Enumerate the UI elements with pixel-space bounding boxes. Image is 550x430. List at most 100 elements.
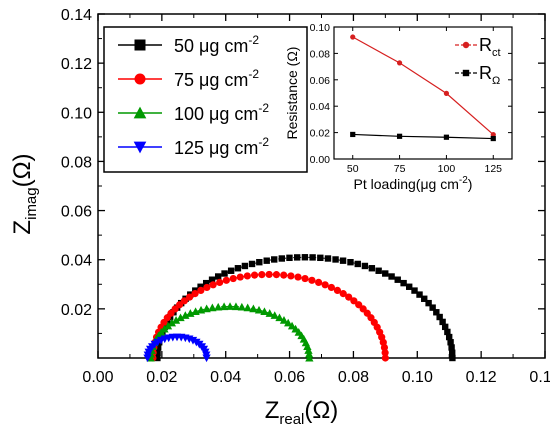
data-point [332, 256, 339, 263]
data-point [265, 270, 273, 279]
inset-legend-entry: RΩ [479, 63, 500, 87]
y-tick-label: 0.02 [61, 302, 92, 319]
legend-entry: 75 μg cm-2 [174, 67, 259, 90]
data-point [421, 295, 428, 302]
x-tick-label: 0.08 [338, 369, 369, 386]
data-point [234, 265, 242, 272]
data-point [219, 302, 229, 311]
inset-data-point [490, 135, 496, 142]
data-point [315, 278, 323, 287]
data-point [197, 283, 204, 290]
data-point [339, 257, 347, 264]
data-point [243, 272, 251, 280]
inset-x-tick-label: 100 [438, 163, 456, 175]
data-point [301, 274, 309, 283]
data-point [241, 262, 249, 270]
data-point [382, 270, 389, 277]
data-point [368, 265, 376, 272]
inset-y-tick-label: 0.02 [310, 128, 331, 140]
data-point [447, 339, 454, 346]
data-point [441, 323, 449, 331]
data-point [221, 270, 228, 277]
x-tick-label: 0.00 [82, 369, 113, 386]
data-point [347, 258, 354, 266]
data-point [191, 290, 199, 298]
legend-marker [133, 141, 147, 154]
data-point [270, 311, 279, 319]
data-point [416, 291, 423, 298]
data-point [433, 309, 440, 316]
data-point [304, 346, 313, 354]
data-point [243, 303, 252, 312]
inset-data-point [443, 134, 450, 140]
data-point [425, 299, 432, 307]
inset-data-point [396, 60, 403, 66]
data-point [154, 344, 162, 351]
x-tick-label: 0.14 [529, 369, 550, 386]
data-point [250, 271, 259, 279]
data-point [275, 313, 284, 322]
data-point [449, 354, 456, 362]
x-tick-label: 0.12 [466, 369, 497, 386]
inset-y-tick-label: 0.00 [310, 154, 331, 166]
data-point [381, 349, 389, 357]
inset-series-line [352, 36, 494, 136]
data-point [339, 290, 347, 298]
data-point [324, 255, 332, 262]
data-point [327, 283, 336, 292]
data-point [256, 258, 263, 266]
data-point [287, 272, 295, 280]
legend-entry: 100 μg cm-2 [174, 101, 269, 124]
data-point [287, 321, 297, 330]
data-point [293, 254, 301, 261]
x-tick-label: 0.04 [210, 369, 241, 386]
data-point [406, 283, 413, 290]
data-point [317, 254, 324, 262]
data-point [260, 307, 269, 316]
x-axis-label: Zreal(Ω) [265, 397, 339, 428]
y-tick-label: 0.06 [61, 204, 92, 221]
data-point [448, 344, 455, 351]
data-point [237, 302, 246, 311]
inset-y-tick-label: 0.08 [310, 48, 331, 60]
data-point [445, 333, 453, 341]
data-point [361, 262, 369, 270]
data-point [354, 260, 361, 268]
data-point [197, 286, 205, 295]
data-point [254, 305, 264, 314]
inset-series-1 [350, 131, 496, 142]
data-point [444, 328, 451, 336]
main-plot: 0.00 0.02 0.04 0.06 0.08 0.10 0.12 0.14 0.02 0.04… [9, 7, 550, 428]
data-point [429, 304, 436, 311]
x-tick-label: 0.02 [146, 369, 177, 386]
data-point [309, 254, 316, 261]
inset-x-tick-label: 50 [347, 163, 359, 175]
data-point [278, 255, 286, 262]
inset-data-point [443, 90, 450, 96]
data-point [231, 302, 241, 311]
data-point [411, 287, 418, 294]
data-point [227, 267, 235, 274]
data-point [180, 297, 189, 305]
data-point [171, 316, 181, 324]
data-point [305, 353, 314, 362]
data-point [375, 267, 382, 274]
inset-legend-marker [462, 41, 470, 49]
data-point [400, 279, 407, 287]
data-point [167, 318, 177, 327]
data-point [225, 302, 235, 310]
data-point [229, 274, 237, 283]
data-point [249, 304, 258, 313]
y-tick-label: 0.14 [61, 7, 92, 24]
inset-legend-marker [462, 69, 470, 77]
series-3 [143, 333, 211, 363]
inset-plot: 50 75 100 125 0.00 0.02 0.04 0.06 0.08 0.10 Pt loa… [284, 22, 513, 192]
data-point [394, 276, 401, 283]
legend-marker [134, 39, 146, 51]
y-tick-label: 0.08 [61, 154, 92, 171]
data-point [345, 293, 353, 301]
y-tick-label: 0.12 [61, 56, 92, 73]
data-point [294, 273, 302, 281]
inset-y-tick-label: 0.06 [310, 75, 331, 87]
